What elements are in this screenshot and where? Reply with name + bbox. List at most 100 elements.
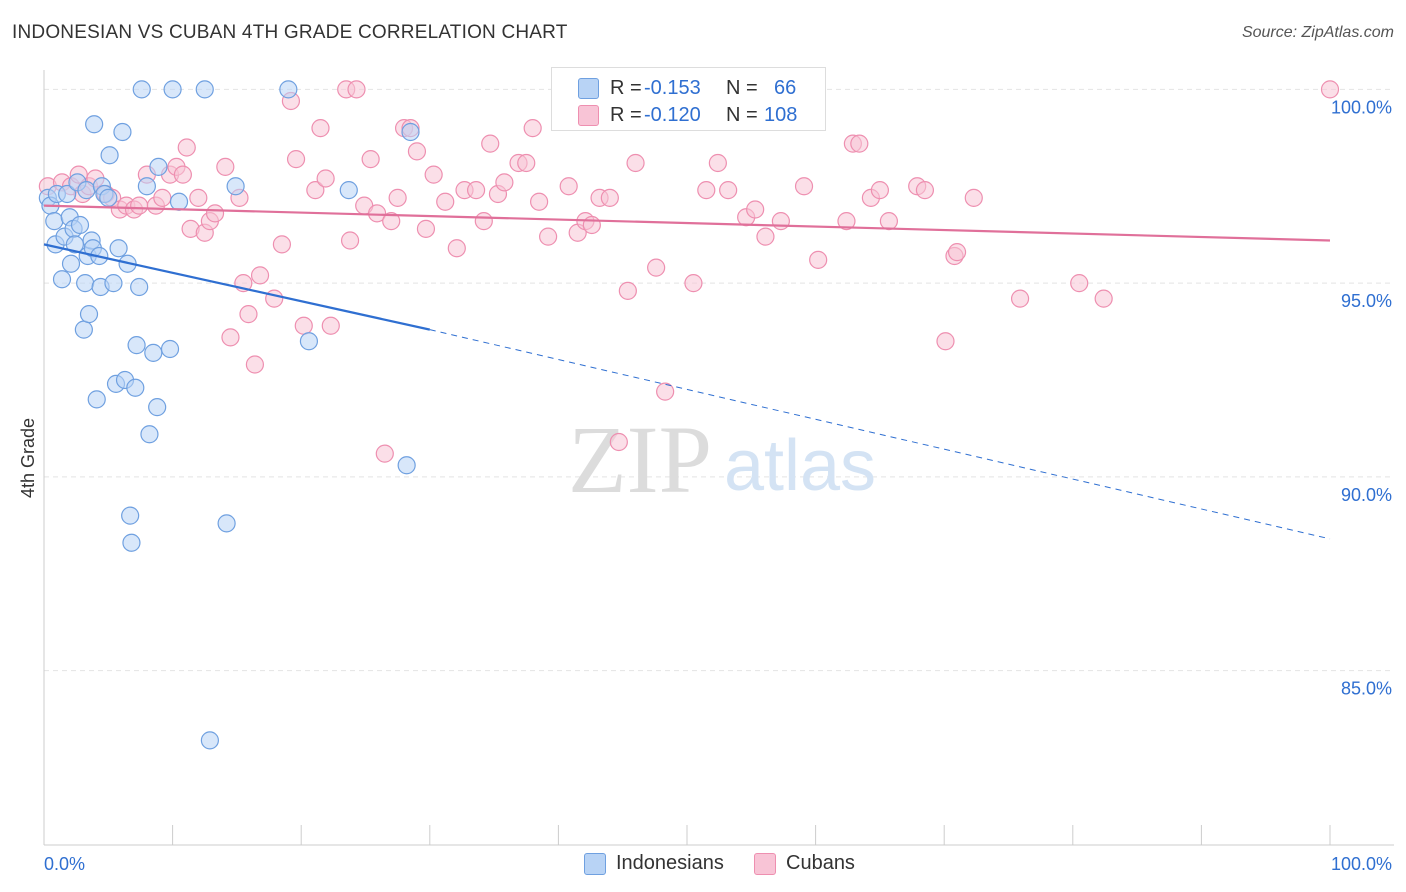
indonesians-point bbox=[121, 506, 140, 525]
cubans-point bbox=[523, 119, 542, 138]
cubans-trend-line bbox=[43, 204, 1331, 242]
cubans-point bbox=[771, 212, 790, 231]
y-tick-label: 100.0% bbox=[1331, 97, 1392, 117]
legend-label-indonesians: Indonesians bbox=[616, 852, 724, 874]
stats-box: R = -0.153 N = 66 R = -0.120 N = 108 bbox=[551, 67, 826, 131]
cubans-point bbox=[382, 212, 401, 231]
cubans-point bbox=[221, 328, 240, 347]
cubans-point bbox=[286, 150, 306, 169]
cubans-point bbox=[466, 181, 486, 200]
cubans-point bbox=[1070, 274, 1089, 293]
indonesians-point bbox=[132, 80, 151, 99]
trend-lines bbox=[43, 204, 1331, 540]
cubans-point bbox=[495, 173, 514, 192]
x-tick-label: 0.0% bbox=[44, 854, 85, 874]
cubans-point bbox=[173, 165, 192, 184]
cubans-point bbox=[436, 192, 455, 211]
cubans-point bbox=[530, 192, 549, 211]
cubans-point bbox=[850, 134, 869, 153]
cubans-point bbox=[474, 212, 493, 231]
chart-title: INDONESIAN VS CUBAN 4TH GRADE CORRELATIO… bbox=[12, 22, 568, 43]
indonesians-point bbox=[339, 181, 358, 200]
cubans-points bbox=[38, 80, 1340, 463]
indonesians-trend-line bbox=[43, 243, 431, 331]
indonesians-point bbox=[397, 456, 416, 475]
y-tick-label: 85.0% bbox=[1341, 679, 1392, 699]
indonesians-points bbox=[38, 80, 420, 750]
cubans-point bbox=[618, 281, 637, 300]
indonesians-point bbox=[160, 339, 180, 359]
y-axis-title: 4th Grade bbox=[18, 418, 38, 498]
indonesians-n-value: 66 bbox=[774, 76, 797, 99]
cubans-point bbox=[311, 119, 330, 138]
cubans-point bbox=[539, 227, 558, 246]
y-tick-label: 90.0% bbox=[1341, 485, 1392, 505]
axis-labels: 85.0% 90.0% 95.0% 100.0% 0.0% 100.0% 4th Grade bbox=[18, 97, 1392, 874]
indonesians-point bbox=[85, 115, 104, 134]
cubans-point bbox=[205, 204, 225, 223]
indonesians-point bbox=[226, 177, 245, 196]
zipatlas-watermark: ZIP atlas bbox=[568, 406, 876, 513]
cubans-point bbox=[964, 188, 983, 207]
indonesians-point bbox=[77, 181, 96, 200]
cubans-point bbox=[626, 153, 645, 173]
indonesians-swatch bbox=[578, 78, 599, 99]
cubans-point bbox=[250, 266, 270, 285]
cubans-point bbox=[407, 142, 427, 161]
cubans-r-value: -0.120 bbox=[644, 103, 701, 126]
legend-item-cubans: Cubans bbox=[754, 852, 855, 875]
cubans-point bbox=[879, 212, 899, 231]
cubans-point bbox=[517, 153, 536, 173]
legend-swatch-indonesians bbox=[584, 852, 606, 875]
indonesians-point bbox=[58, 184, 77, 204]
cubans-point bbox=[684, 274, 703, 293]
indonesians-point bbox=[79, 305, 99, 324]
cubans-point bbox=[870, 181, 890, 200]
indonesians-point bbox=[137, 177, 156, 196]
watermark-zip: ZIP bbox=[568, 406, 712, 513]
indonesians-point bbox=[148, 398, 167, 417]
indonesians-point bbox=[122, 533, 141, 552]
cubans-point bbox=[609, 432, 628, 452]
stats-row-indonesians: R = -0.153 N = 66 bbox=[552, 74, 825, 102]
n-label: N = bbox=[726, 103, 758, 126]
cubans-point bbox=[447, 239, 466, 258]
cubans-point bbox=[746, 200, 765, 219]
x-tick-label: 100.0% bbox=[1331, 854, 1392, 874]
cubans-point bbox=[559, 177, 578, 196]
cubans-point bbox=[245, 355, 265, 374]
cubans-point bbox=[582, 215, 601, 235]
cubans-point bbox=[1320, 80, 1340, 99]
cubans-point bbox=[216, 157, 235, 176]
watermark-atlas: atlas bbox=[724, 426, 876, 506]
cubans-point bbox=[656, 382, 675, 401]
indonesians-trend-extension bbox=[429, 329, 1331, 540]
indonesians-point bbox=[163, 80, 182, 99]
cubans-point bbox=[936, 332, 955, 351]
indonesians-point bbox=[52, 270, 72, 289]
cubans-point bbox=[1094, 289, 1113, 308]
cubans-point bbox=[239, 305, 258, 324]
cubans-point bbox=[719, 181, 738, 200]
indonesians-point bbox=[279, 80, 298, 99]
gridlines bbox=[44, 88, 1394, 672]
cubans-point bbox=[306, 181, 325, 200]
cubans-point bbox=[697, 181, 716, 200]
indonesians-point bbox=[149, 157, 168, 176]
cubans-point bbox=[361, 150, 380, 169]
cubans-point bbox=[915, 181, 935, 200]
cubans-point bbox=[265, 289, 284, 308]
cubans-point bbox=[837, 212, 856, 231]
indonesians-point bbox=[169, 192, 189, 211]
indonesians-point bbox=[45, 212, 64, 231]
cubans-point bbox=[177, 138, 196, 157]
n-label: N = bbox=[726, 76, 758, 99]
cubans-point bbox=[388, 188, 407, 207]
legend-item-indonesians: Indonesians bbox=[584, 852, 724, 875]
cubans-point bbox=[794, 177, 814, 196]
indonesians-point bbox=[126, 378, 145, 397]
cubans-point bbox=[481, 134, 500, 153]
indonesians-point bbox=[127, 336, 146, 355]
legend-swatch-cubans bbox=[754, 852, 776, 875]
